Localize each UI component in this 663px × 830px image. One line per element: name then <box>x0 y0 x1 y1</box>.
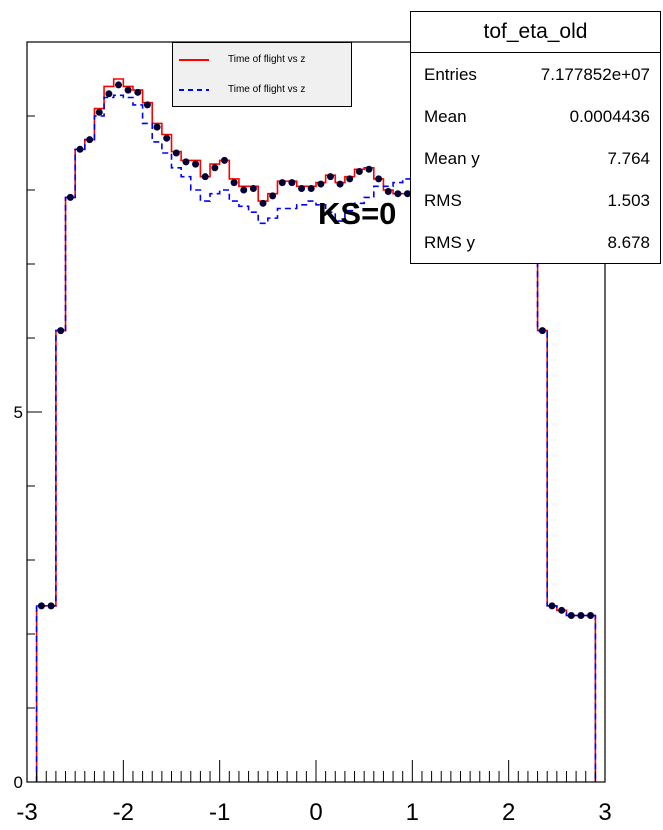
data-point <box>249 185 257 193</box>
data-point <box>355 168 363 175</box>
data-point <box>86 136 94 144</box>
data-point <box>47 602 55 610</box>
y-tick-label: 5 <box>14 403 23 422</box>
data-point <box>172 149 180 157</box>
y-tick-label: 0 <box>14 773 23 792</box>
data-point <box>269 192 277 200</box>
data-point <box>259 199 267 207</box>
data-point <box>211 164 219 172</box>
stats-value: 8.678 <box>607 233 650 252</box>
stats-key: RMS <box>424 191 462 210</box>
stats-row-entries: Entries 7.177852e+07 <box>411 53 660 95</box>
data-point <box>346 175 354 183</box>
legend-entry-blue: Time of flight vs z <box>173 81 351 101</box>
x-tick-label: 0 <box>309 799 322 826</box>
data-point <box>558 606 566 614</box>
x-tick-label: -2 <box>113 799 134 826</box>
data-point <box>192 160 200 168</box>
data-point <box>538 327 546 335</box>
data-point <box>587 612 595 619</box>
data-point <box>182 158 190 166</box>
stats-value: 0.0004436 <box>569 107 650 126</box>
data-point <box>37 602 45 610</box>
data-point <box>394 190 402 198</box>
data-point <box>76 145 84 153</box>
stats-row-mean-y: Mean y 7.764 <box>411 137 660 179</box>
data-point <box>404 190 412 198</box>
x-tick-label: -1 <box>209 799 230 826</box>
data-point <box>577 612 585 619</box>
data-point <box>124 86 132 94</box>
stats-row-rms: RMS 1.503 <box>411 179 660 221</box>
stats-key: Entries <box>424 65 477 84</box>
legend-label: Time of flight vs z <box>228 54 306 65</box>
x-tick-label: 1 <box>406 799 419 826</box>
data-point <box>307 185 315 193</box>
legend-entry-red: Time of flight vs z <box>173 51 351 71</box>
data-point <box>220 156 228 164</box>
stats-value: 1.503 <box>607 191 650 210</box>
data-point <box>134 88 142 96</box>
data-point <box>384 187 392 195</box>
data-point <box>278 179 286 187</box>
data-point <box>298 185 306 193</box>
data-point <box>95 108 103 116</box>
data-point <box>288 179 296 187</box>
stats-value: 7.764 <box>607 149 650 168</box>
x-tick-label: 3 <box>598 799 611 826</box>
data-point <box>66 193 74 201</box>
data-point <box>326 173 334 181</box>
stats-key: RMS y <box>424 233 475 252</box>
axes-group: -3 -2 -1 0 1 2 3 0 5 <box>14 41 612 826</box>
data-point <box>240 186 248 194</box>
data-point <box>201 173 209 181</box>
data-point <box>317 180 325 188</box>
legend-label: Time of flight vs z <box>228 84 306 95</box>
data-point <box>567 612 575 619</box>
stats-row-rms-y: RMS y 8.678 <box>411 221 660 263</box>
data-point <box>336 180 344 188</box>
data-point <box>115 81 123 89</box>
stats-title: tof_eta_old <box>411 12 660 53</box>
data-point <box>365 165 373 173</box>
stats-value: 7.177852e+07 <box>540 65 650 84</box>
data-point <box>57 327 65 335</box>
data-point <box>548 602 556 610</box>
data-point <box>105 90 113 98</box>
data-point <box>163 134 171 142</box>
stats-key: Mean <box>424 107 467 126</box>
data-point <box>143 101 151 109</box>
x-tick-label: -3 <box>16 799 37 826</box>
x-tick-label: 2 <box>502 799 515 826</box>
stats-key: Mean y <box>424 149 480 168</box>
data-point <box>375 175 383 183</box>
legend: Time of flight vs z Time of flight vs z <box>172 42 352 107</box>
ks-annotation: KS=0 <box>318 196 397 231</box>
data-point <box>153 123 161 131</box>
stats-row-mean: Mean 0.0004436 <box>411 95 660 137</box>
stats-box: tof_eta_old Entries 7.177852e+07 Mean 0.… <box>410 11 661 264</box>
data-point <box>230 179 238 187</box>
